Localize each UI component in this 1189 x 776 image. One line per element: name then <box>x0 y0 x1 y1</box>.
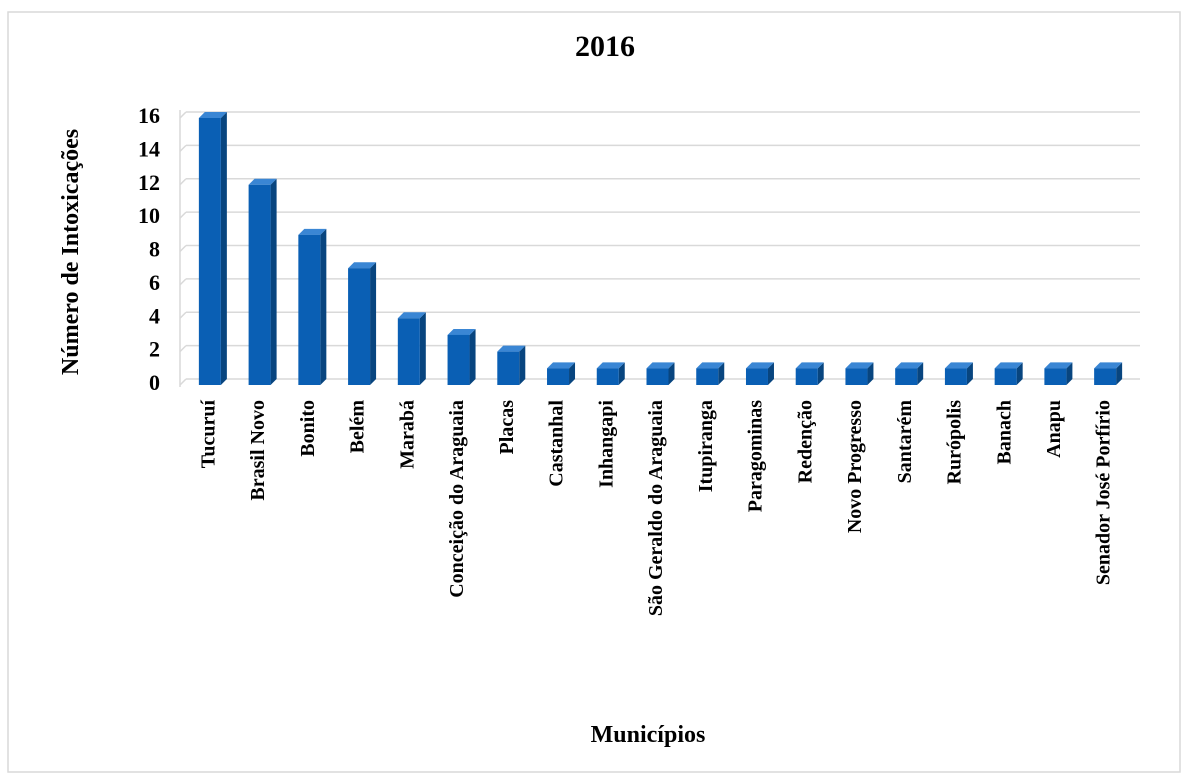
bar-side <box>1116 362 1123 385</box>
bar-side <box>419 312 426 385</box>
x-tick-label: Inhangapi <box>595 400 617 488</box>
bar-side <box>519 345 526 385</box>
bar <box>298 234 321 385</box>
bar-top <box>348 262 377 269</box>
bar-top <box>447 328 476 335</box>
bar <box>944 368 967 385</box>
tick-mark <box>179 111 187 119</box>
y-tick-label: 2 <box>149 337 160 362</box>
bar-side <box>1066 362 1073 385</box>
tick-mark <box>179 278 187 286</box>
bar-top <box>994 362 1023 369</box>
bar <box>596 368 619 385</box>
bar-top <box>198 112 227 118</box>
bar-side <box>867 362 874 385</box>
bar-side <box>668 362 675 385</box>
chart-title: 2016 <box>575 30 635 63</box>
y-tick-label: 6 <box>149 270 160 295</box>
tick-mark <box>179 144 187 152</box>
bar-side <box>767 362 774 385</box>
x-tick-label: Conceição do Araguaia <box>446 400 468 598</box>
y-tick-label: 12 <box>138 170 160 195</box>
bar <box>845 368 868 385</box>
y-tick-label: 10 <box>138 203 160 228</box>
bar-side <box>220 112 227 385</box>
bar-top <box>845 362 874 369</box>
bar <box>1094 368 1117 385</box>
bar-top <box>547 362 576 369</box>
bar-top <box>397 312 426 319</box>
bar-side <box>1016 362 1023 385</box>
tick-mark <box>179 345 187 353</box>
x-axis-label: Municípios <box>591 722 706 748</box>
x-tick-label: Rurópolis <box>944 400 966 485</box>
bar-side <box>618 362 625 385</box>
x-tick-label: Santarém <box>894 400 916 484</box>
bar <box>497 351 520 385</box>
tick-mark <box>179 211 187 219</box>
chart-border <box>7 11 1181 773</box>
y-tick-label: 4 <box>149 303 160 328</box>
bar-side <box>817 362 824 385</box>
bar-top <box>944 362 973 369</box>
bar-side <box>370 262 377 385</box>
x-tick-label: Tucuruí <box>197 400 219 469</box>
x-tick-label: Novo Progresso <box>844 400 866 533</box>
bar <box>696 368 719 385</box>
bar <box>646 368 669 385</box>
bar <box>895 368 918 385</box>
x-tick-label: Brasil Novo <box>247 400 269 501</box>
x-tick-label: Itupiranga <box>695 400 717 492</box>
bar <box>198 118 221 385</box>
bar <box>397 318 420 385</box>
bar <box>795 368 818 385</box>
tick-mark <box>179 311 187 319</box>
bar-top <box>298 228 327 235</box>
bar-top <box>696 362 725 369</box>
y-axis-label: Número de Intoxicações <box>58 129 84 375</box>
bar-side <box>320 228 327 385</box>
bar-top <box>1044 362 1073 369</box>
x-tick-label: Belém <box>347 400 369 454</box>
bar <box>348 268 371 385</box>
bar <box>248 184 271 385</box>
bar-side <box>469 328 476 385</box>
bar-side <box>718 362 725 385</box>
bar-side <box>270 178 277 385</box>
x-tick-label: Anapu <box>1043 400 1065 458</box>
y-tick-label: 8 <box>149 237 160 262</box>
bar <box>447 334 470 385</box>
bar-top <box>646 362 675 369</box>
bar-top <box>596 362 625 369</box>
bar-top <box>497 345 526 352</box>
bar <box>994 368 1017 385</box>
x-tick-label: Marabá <box>396 400 418 469</box>
x-tick-label: Paragominas <box>745 400 767 512</box>
bar-side <box>966 362 973 385</box>
bar-top <box>248 178 277 185</box>
bar-top <box>795 362 824 369</box>
bar-top <box>1094 362 1123 369</box>
x-tick-label: Redenção <box>794 400 816 483</box>
x-tick-label: São Geraldo do Araguaia <box>645 400 667 616</box>
x-tick-label: Castanhal <box>546 400 568 487</box>
x-tick-label: Bonito <box>297 400 319 457</box>
y-tick-label: 0 <box>149 370 160 395</box>
bar <box>1044 368 1067 385</box>
bar-top <box>895 362 924 369</box>
bar <box>745 368 768 385</box>
x-tick-label: Placas <box>496 400 518 455</box>
x-tick-label: Banach <box>993 400 1015 464</box>
tick-mark <box>179 178 187 186</box>
tick-mark <box>179 378 187 386</box>
bar-top <box>745 362 774 369</box>
bar-side <box>569 362 576 385</box>
y-tick-label: 16 <box>138 103 160 128</box>
x-tick-label: Senador José Porfírio <box>1093 400 1115 585</box>
bar-side <box>917 362 924 385</box>
y-tick-label: 14 <box>138 136 160 161</box>
bar <box>547 368 570 385</box>
tick-mark <box>179 244 187 253</box>
